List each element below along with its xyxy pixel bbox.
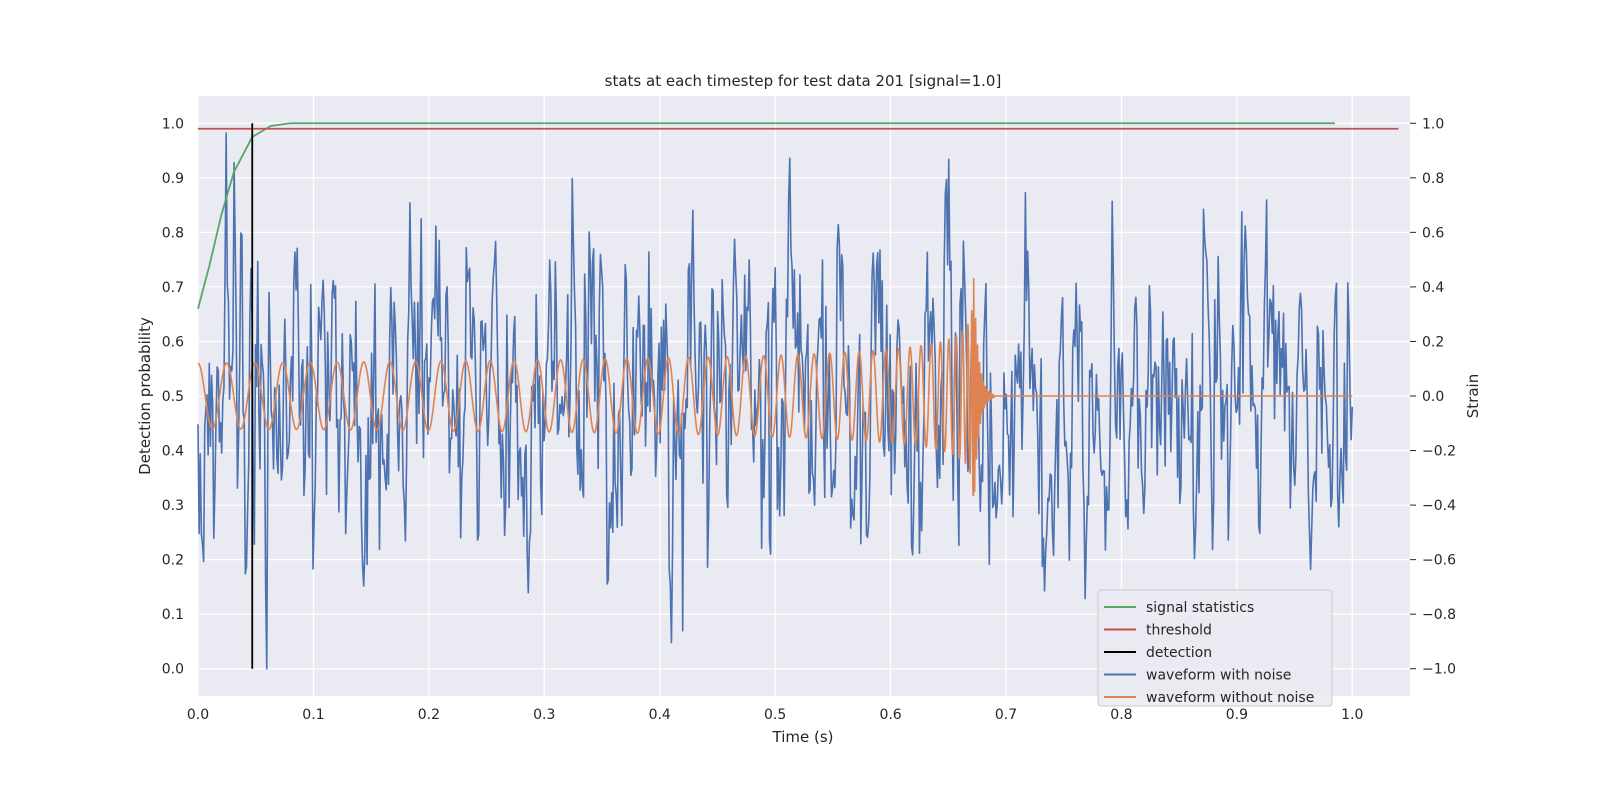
legend: signal statistics threshold detection wavef… (1097, 589, 1333, 707)
right-y-tick-label: −0.4 (1422, 498, 1456, 514)
right-y-tick-label: 0.6 (1422, 225, 1444, 241)
right-y-tick-label: 0.0 (1422, 389, 1444, 405)
right-y-tick-label: −1.0 (1422, 662, 1456, 678)
left-y-tick-label: 0.9 (162, 171, 184, 187)
waveform-without-noise-line (197, 277, 1353, 497)
x-tick-label: 0.3 (533, 707, 555, 723)
x-tick-label: 0.2 (418, 707, 440, 723)
right-y-tick-label: −0.2 (1422, 444, 1456, 460)
left-y-tick-label: 0.3 (162, 498, 184, 514)
legend-label: waveform without noise (1146, 690, 1314, 706)
right-y-axis-title: Strain (1464, 374, 1482, 418)
waveform-with-noise-line (197, 132, 1354, 670)
legend-label: threshold (1146, 623, 1212, 639)
right-y-tick-label: −0.8 (1422, 607, 1456, 623)
right-y-tick-labels: −1.0 −0.8 −0.6 −0.4 −0.2 0.0 0.2 0.4 0.6 0.8 1.0 (1410, 116, 1456, 678)
legend-box (1097, 589, 1333, 707)
x-tick-label: 0.1 (302, 707, 324, 723)
signal-statistics-line (197, 122, 1335, 309)
legend-label: detection (1146, 645, 1212, 661)
x-tick-label: 1.0 (1341, 707, 1363, 723)
left-y-tick-label: 0.1 (162, 607, 184, 623)
left-y-tick-label: 0.8 (162, 225, 184, 241)
left-y-tick-label: 0.0 (162, 662, 184, 678)
x-tick-label: 0.4 (649, 707, 671, 723)
left-y-tick-labels: 0.0 0.1 0.2 0.3 0.4 0.5 0.6 0.7 0.8 0.9 1.0 (162, 116, 184, 677)
right-y-tick-label: −0.6 (1422, 553, 1456, 569)
left-y-tick-label: 0.6 (162, 334, 184, 350)
x-axis-title: Time (s) (772, 728, 834, 746)
x-tick-label: 0.6 (879, 707, 901, 723)
x-tick-label: 0.0 (187, 707, 209, 723)
chart-title: stats at each timestep for test data 201… (605, 72, 1002, 90)
left-y-tick-label: 0.5 (162, 389, 184, 405)
left-y-tick-label: 1.0 (162, 116, 184, 132)
x-tick-labels: 0.0 0.1 0.2 0.3 0.4 0.5 0.6 0.7 0.8 0.9 1.0 (187, 707, 1364, 723)
left-y-tick-label: 0.4 (162, 444, 184, 460)
x-tick-label: 0.8 (1110, 707, 1132, 723)
left-y-tick-label: 0.7 (162, 280, 184, 296)
x-tick-label: 0.9 (1226, 707, 1248, 723)
x-tick-label: 0.5 (764, 707, 786, 723)
right-y-tick-label: 0.4 (1422, 280, 1444, 296)
legend-label: waveform with noise (1146, 668, 1291, 684)
x-tick-label: 0.7 (995, 707, 1017, 723)
right-y-tick-label: 0.8 (1422, 171, 1444, 187)
left-y-axis-title: Detection probability (136, 317, 154, 475)
left-y-tick-label: 0.2 (162, 553, 184, 569)
series-layer (197, 122, 1399, 670)
legend-label: signal statistics (1146, 600, 1254, 616)
right-y-tick-label: 0.2 (1422, 334, 1444, 350)
right-y-tick-label: 1.0 (1422, 116, 1444, 132)
